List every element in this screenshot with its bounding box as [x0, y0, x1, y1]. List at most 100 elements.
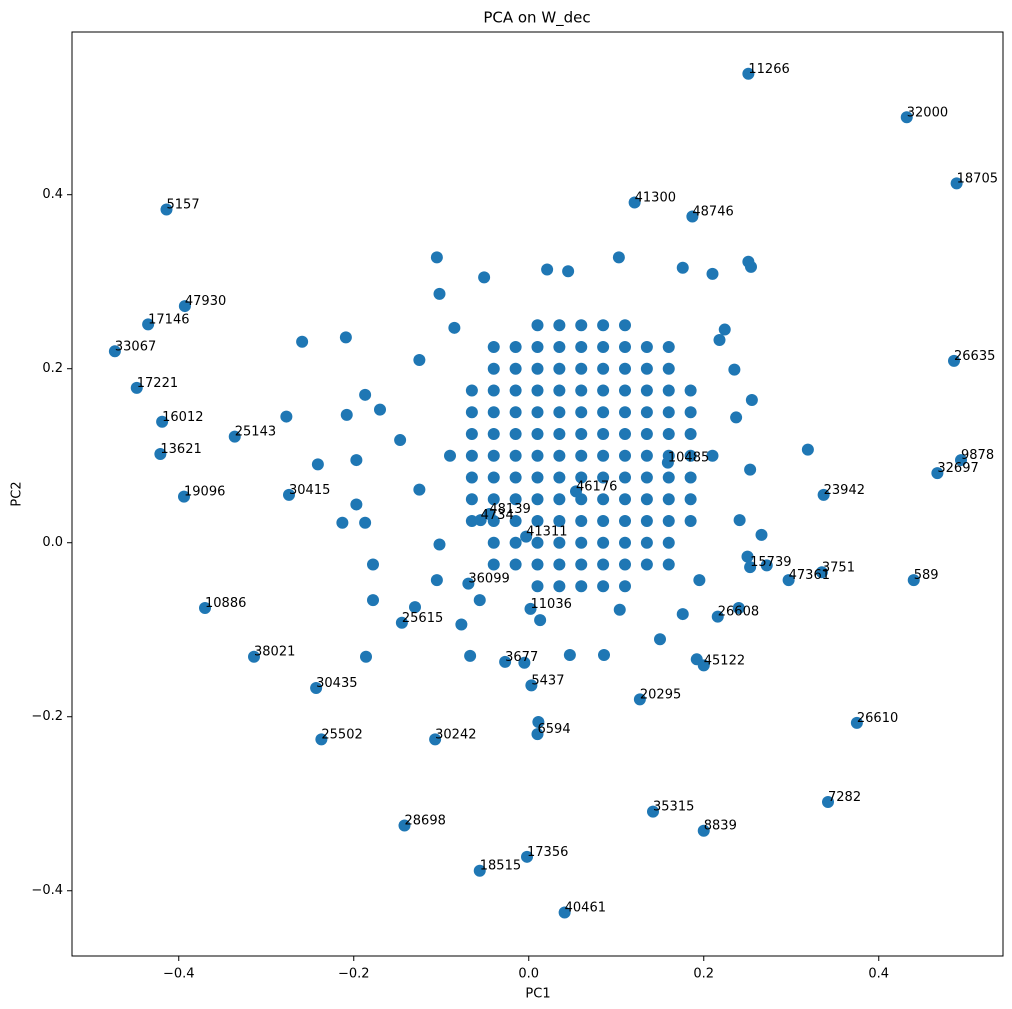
point	[662, 362, 675, 375]
point	[520, 530, 533, 543]
point-label: 7282	[828, 790, 861, 805]
point	[521, 850, 533, 863]
point	[509, 340, 522, 353]
point	[640, 384, 653, 397]
point	[509, 514, 522, 527]
point-label: 38021	[254, 645, 295, 660]
point	[640, 362, 653, 375]
point	[487, 340, 500, 353]
point	[619, 558, 631, 571]
point-label: 19096	[184, 485, 225, 500]
point	[108, 345, 121, 358]
point	[711, 610, 724, 623]
point-label: 20295	[640, 687, 681, 702]
point	[487, 536, 500, 549]
point	[597, 319, 610, 332]
point	[733, 514, 746, 527]
point	[619, 449, 631, 462]
point	[684, 384, 697, 397]
point-label: 16012	[162, 410, 203, 425]
point	[531, 340, 544, 353]
point	[718, 323, 731, 336]
point	[455, 618, 468, 631]
point	[575, 362, 588, 375]
x-axis-label: PC1	[525, 987, 550, 1002]
point	[160, 203, 173, 216]
point	[531, 471, 544, 484]
point	[465, 514, 478, 527]
point-label: 15739	[750, 555, 791, 570]
point	[311, 458, 324, 471]
point-label: 11036	[531, 597, 572, 612]
point	[553, 471, 566, 484]
x-tick-label: 0.0	[518, 967, 539, 982]
point-label: 25143	[235, 425, 276, 440]
point	[662, 514, 675, 527]
point	[483, 508, 496, 521]
point-label: 10886	[205, 596, 246, 611]
point	[487, 406, 500, 419]
point-label: 26608	[718, 605, 759, 620]
point	[487, 384, 500, 397]
point	[575, 536, 588, 549]
point	[654, 633, 666, 646]
point	[374, 403, 386, 416]
point	[730, 411, 743, 424]
point	[531, 493, 544, 506]
y-tick-label: 0.4	[42, 187, 63, 202]
point	[597, 362, 610, 375]
point	[465, 493, 478, 506]
x-tick-label: −0.4	[163, 967, 195, 982]
point	[619, 536, 631, 549]
point	[336, 516, 349, 529]
point	[487, 362, 500, 375]
point	[509, 427, 522, 440]
point	[662, 536, 675, 549]
point	[395, 616, 408, 629]
point	[283, 488, 295, 501]
point	[444, 449, 456, 462]
point	[553, 427, 566, 440]
point	[487, 449, 500, 462]
point-label: 47361	[789, 568, 830, 583]
point	[575, 340, 588, 353]
point	[433, 538, 446, 551]
point	[801, 443, 814, 456]
point	[296, 335, 309, 348]
point	[640, 536, 653, 549]
point	[562, 265, 575, 278]
point	[473, 594, 486, 607]
point	[413, 483, 426, 496]
point	[732, 601, 745, 614]
point	[619, 406, 631, 419]
point	[509, 384, 522, 397]
point	[817, 488, 830, 501]
plot-frame	[71, 31, 1004, 957]
point	[597, 493, 610, 506]
point	[619, 493, 631, 506]
point	[531, 558, 544, 571]
point-label: 40461	[565, 900, 606, 915]
point	[430, 574, 443, 587]
point-label: 23942	[824, 483, 865, 498]
point	[684, 427, 697, 440]
point	[598, 648, 610, 661]
point-label: 36099	[468, 572, 509, 587]
point	[487, 427, 500, 440]
point	[142, 318, 155, 331]
point	[509, 449, 522, 462]
point-label: 5157	[167, 197, 200, 212]
point	[706, 267, 719, 280]
point-label: 3751	[822, 560, 855, 575]
point	[741, 550, 754, 563]
point	[640, 427, 653, 440]
point	[575, 319, 588, 332]
point	[465, 471, 478, 484]
point-label: 8839	[704, 819, 737, 834]
point	[532, 715, 545, 728]
point	[647, 805, 659, 818]
point-label: 48746	[692, 204, 733, 219]
point	[575, 384, 588, 397]
point	[509, 536, 522, 549]
